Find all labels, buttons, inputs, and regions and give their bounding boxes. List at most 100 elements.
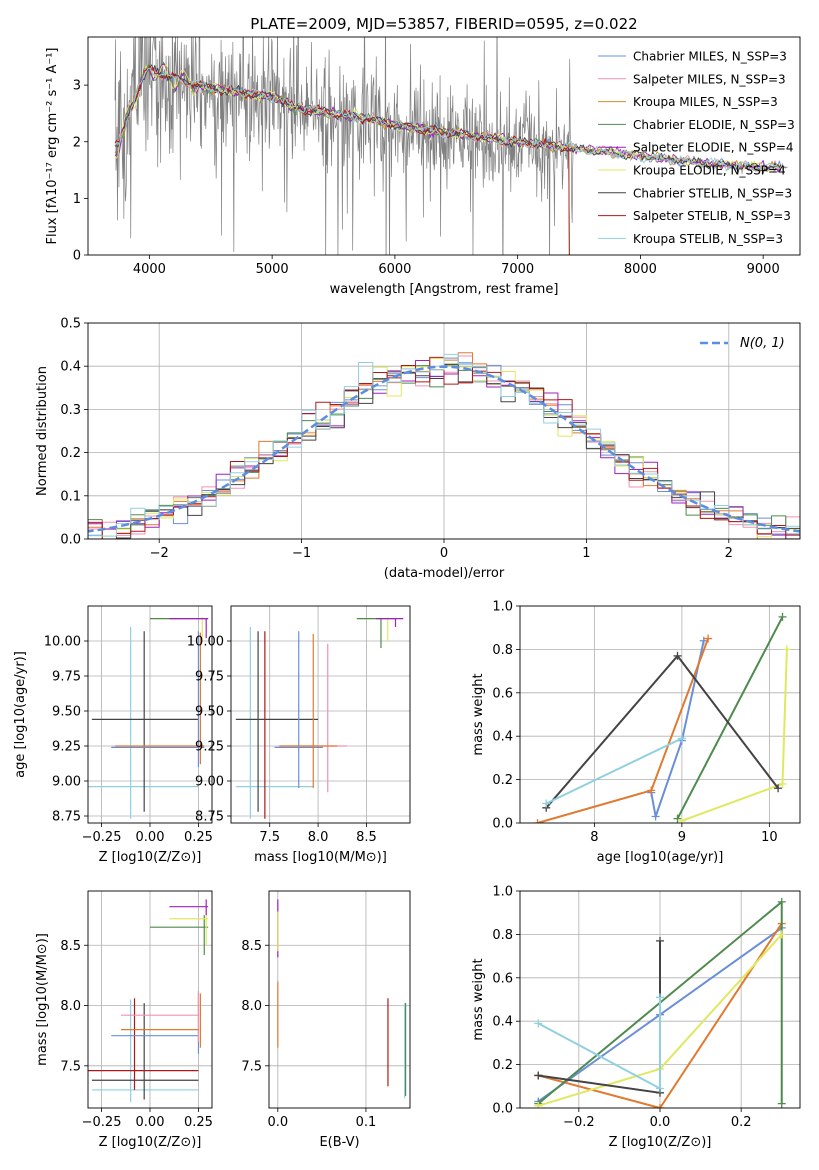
y-axis-label: Normed distribution <box>35 366 50 496</box>
axes-5: −0.25 0.00 0.25 7.5 8.0 8.5 Z [log10(Z/Z⊙)] mas… <box>35 890 213 1150</box>
y-tick-label: 7.5 <box>241 1059 262 1074</box>
y-tick-label: 9.75 <box>52 670 81 685</box>
histogram-step <box>88 364 800 539</box>
legend: N(0, 1) <box>700 336 785 351</box>
y-tick-label: 0.0 <box>492 1102 513 1117</box>
x-tick-label: 10 <box>761 830 778 845</box>
axes-4: 8 9 10 0.0 0.2 0.4 0.6 0.8 1.0 age [log10(age/yr)… <box>471 600 801 865</box>
x-tick-label: 6000 <box>378 262 411 277</box>
legend-label: Kroupa MILES, N_SSP=3 <box>633 95 778 109</box>
data-point <box>656 993 664 1002</box>
y-tick-label: 9.00 <box>52 775 81 790</box>
data-point <box>647 786 656 795</box>
x-tick-label: 2 <box>725 546 733 561</box>
axes-frame <box>87 605 213 824</box>
y-tick-label: 0.8 <box>492 928 513 943</box>
data-point <box>782 645 791 654</box>
plot-area <box>520 606 800 823</box>
legend-label: Chabrier STELIB, N_SSP=3 <box>633 186 792 200</box>
y-tick-label: 2 <box>73 135 81 150</box>
x-tick-label: 0.2 <box>731 1115 752 1130</box>
y-tick-label: 0.3 <box>60 403 81 418</box>
weight-line <box>545 654 779 809</box>
y-tick-label: 1 <box>73 192 81 207</box>
legend: Chabrier MILES, N_SSP=3 Salpeter MILES, N… <box>598 50 795 246</box>
y-tick-label: 9.50 <box>195 705 224 720</box>
x-tick-label: 9000 <box>747 262 780 277</box>
y-tick-label: 0.4 <box>492 1015 513 1030</box>
x-tick-label: 0.00 <box>136 830 165 845</box>
chart-title: PLATE=2009, MJD=53857, FIBERID=0595, z=0… <box>250 15 637 33</box>
x-tick-label: 0.25 <box>184 1115 213 1130</box>
data-point <box>656 1084 664 1093</box>
axes-frame <box>519 890 801 1109</box>
x-tick-label: 0.1 <box>356 1115 377 1130</box>
legend-label: Kroupa ELODIE, N_SSP=4 <box>633 164 786 178</box>
y-tick-label: 0.2 <box>492 773 513 788</box>
gaussian-curve <box>88 365 800 533</box>
y-tick-label: 9.25 <box>195 740 224 755</box>
x-tick-label: 9 <box>678 830 686 845</box>
legend-label: Chabrier MILES, N_SSP=3 <box>633 50 787 64</box>
y-tick-label: 0.4 <box>60 360 81 375</box>
weight-line <box>681 649 788 822</box>
y-tick-label: 10.00 <box>44 635 81 650</box>
y-tick-label: 0.6 <box>492 971 513 986</box>
y-tick-label: 1.0 <box>492 885 513 900</box>
axes-2: −0.25 0.00 0.25 8.75 9.00 9.25 9.50 9.75 10.00 Z … <box>13 605 213 865</box>
axes-1: −2 −1 0 1 2 0.0 0.1 0.2 0.3 0.4 0.5 (data-model)/er… <box>35 317 801 581</box>
x-tick-label: −0.2 <box>563 1115 595 1130</box>
y-tick-label: 8.5 <box>60 939 81 954</box>
axes-frame <box>87 890 213 1109</box>
data-point <box>542 799 551 808</box>
y-tick-label: 10.00 <box>187 635 224 650</box>
weight-line <box>676 616 784 820</box>
y-tick-label: 0.1 <box>60 489 81 504</box>
x-axis-label: wavelength [Angstrom, rest frame] <box>330 282 559 297</box>
x-tick-label: 8 <box>590 830 598 845</box>
y-tick-label: 9.75 <box>195 670 224 685</box>
axes-frame <box>87 322 801 540</box>
y-axis-label: mass weight <box>471 958 486 1040</box>
y-axis-label: age [log10(age/yr)] <box>13 651 28 778</box>
histogram-step <box>88 353 800 538</box>
data-point <box>778 612 787 621</box>
x-tick-label: 8000 <box>624 262 657 277</box>
y-tick-label: 9.50 <box>52 705 81 720</box>
x-axis-label: Z [log10(Z/Z⊙)] <box>609 1135 712 1150</box>
plot-area <box>114 37 788 255</box>
data-point <box>651 812 660 821</box>
plot-area <box>231 606 410 823</box>
axes-frame <box>230 605 411 824</box>
x-tick-label: 4000 <box>133 262 166 277</box>
x-tick-label: −0.25 <box>82 1115 122 1130</box>
weight-line <box>650 640 705 818</box>
y-tick-label: 0 <box>73 249 81 264</box>
data-point <box>673 651 682 660</box>
x-tick-label: −0.25 <box>82 830 122 845</box>
y-tick-label: 8.75 <box>195 810 224 825</box>
x-tick-label: 8.0 <box>308 830 329 845</box>
y-axis-label: Flux [fλ10⁻¹⁷ erg cm⁻² s⁻¹ A⁻¹] <box>45 48 60 245</box>
y-tick-label: 0.0 <box>60 533 81 548</box>
x-tick-label: 8.5 <box>356 830 377 845</box>
axes-0: PLATE=2009, MJD=53857, FIBERID=0595, z=0… <box>45 15 801 297</box>
x-axis-label: Z [log10(Z/Z⊙)] <box>99 1135 202 1150</box>
y-tick-label: 0.2 <box>60 446 81 461</box>
x-tick-label: 7000 <box>501 262 534 277</box>
y-tick-label: 8.0 <box>60 999 81 1014</box>
x-axis-label: mass [log10(M/M⊙)] <box>254 850 387 865</box>
weight-line <box>538 922 783 1108</box>
x-tick-label: 0.00 <box>136 1115 165 1130</box>
x-tick-label: 7.5 <box>259 830 280 845</box>
plot-area <box>88 323 800 539</box>
y-tick-label: 8.75 <box>52 810 81 825</box>
data-point <box>534 1101 543 1108</box>
legend-label: Chabrier ELODIE, N_SSP=3 <box>633 118 795 132</box>
y-tick-label: 0.5 <box>60 317 81 332</box>
x-axis-label: Z [log10(Z/Z⊙)] <box>99 850 202 865</box>
x-tick-label: 5000 <box>256 262 289 277</box>
data-point <box>777 930 786 939</box>
y-tick-label: 9.25 <box>52 740 81 755</box>
